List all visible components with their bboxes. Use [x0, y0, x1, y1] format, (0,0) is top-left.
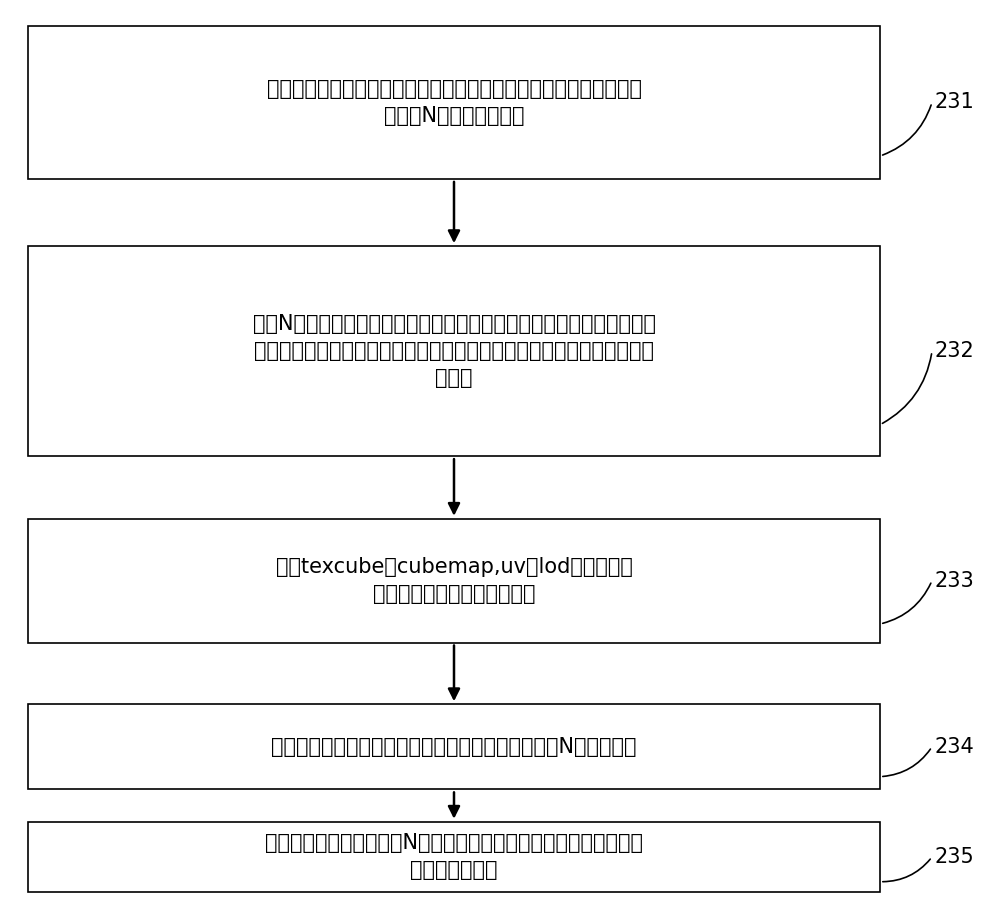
Text: 根据N条反射光线向量中的任意一条反射光线向量，得到所述反射光线向: 根据N条反射光线向量中的任意一条反射光线向量，得到所述反射光线向 — [252, 314, 656, 334]
Text: 模型上该像素点的像素颜色值: 模型上该像素点的像素颜色值 — [373, 584, 535, 604]
Bar — [28, 519, 880, 643]
Text: 234: 234 — [935, 737, 975, 756]
Bar — [28, 26, 880, 179]
Text: 233: 233 — [935, 571, 975, 590]
Bar — [28, 704, 880, 789]
Text: 次等级: 次等级 — [435, 368, 473, 388]
Bar — [28, 246, 880, 456]
Text: 对模型上的该像素点的法线所在的半球面进行扰动，获取模型上该像: 对模型上的该像素点的法线所在的半球面进行扰动，获取模型上该像 — [266, 79, 642, 99]
Text: 231: 231 — [935, 93, 975, 112]
Text: 对所述模型上该像素点的N个像素颜色值求平均得到模型上该像素点: 对所述模型上该像素点的N个像素颜色值求平均得到模型上该像素点 — [265, 834, 643, 854]
Text: 素点的N条反射光线向量: 素点的N条反射光线向量 — [384, 106, 524, 126]
Text: 235: 235 — [935, 847, 975, 867]
Text: 量与立方体贴图的面的交点的像素颜色值和所需要采样的立方体贴图的层: 量与立方体贴图的面的交点的像素颜色值和所需要采样的立方体贴图的层 — [254, 341, 654, 361]
Text: 对上述进行循环操作，直至获得模型上该像素点的第N像素颜色值: 对上述进行循环操作，直至获得模型上该像素点的第N像素颜色值 — [271, 737, 637, 756]
Text: 平均像素颜色值: 平均像素颜色值 — [410, 860, 498, 880]
Text: 232: 232 — [935, 341, 975, 361]
Bar — [28, 822, 880, 892]
Text: 利用texcube（cubemap,uv，lod）函数得到: 利用texcube（cubemap,uv，lod）函数得到 — [276, 557, 632, 577]
